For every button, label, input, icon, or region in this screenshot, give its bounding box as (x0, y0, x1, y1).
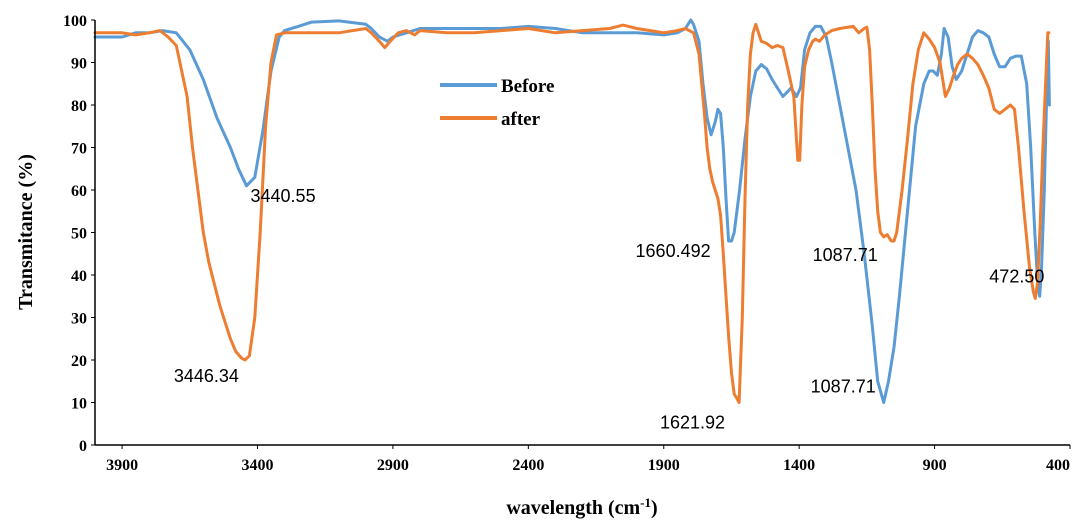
peak-label: 3446.34 (174, 366, 239, 386)
x-axis-title-main: wavelength (cm (506, 497, 640, 519)
x-axis-title-superscript: -1 (640, 495, 651, 510)
x-tick-label: 2400 (512, 457, 544, 474)
peak-label: 3440.55 (251, 186, 316, 206)
y-tick-label: 90 (71, 56, 87, 73)
y-tick-label: 40 (71, 268, 87, 285)
y-tick-label: 30 (71, 311, 87, 328)
peak-label: 1660.492 (636, 241, 711, 261)
y-tick-label: 70 (71, 141, 87, 158)
peak-label: 1621.92 (660, 413, 725, 433)
peak-label: 1087.71 (813, 245, 878, 265)
series-layer (93, 18, 1051, 404)
x-tick-label: 1900 (648, 457, 680, 474)
x-axis-title-tail: ) (651, 497, 658, 519)
y-axis-title: Transmitance (%) (15, 154, 37, 310)
y-tick-label: 0 (79, 438, 87, 455)
peak-label: 1087.71 (811, 377, 876, 397)
x-tick-label: 1400 (783, 457, 815, 474)
legend: Before after (440, 76, 554, 130)
x-axis-ticks: 3900 3400 2900 2400 1900 1400 900 400 (106, 445, 1071, 474)
series-line-before (93, 18, 1051, 404)
x-tick-label: 2900 (377, 457, 409, 474)
x-axis-title: wavelength (cm-1) (506, 495, 657, 519)
y-axis-ticks: 0 10 20 30 40 50 60 70 80 90 100 (63, 13, 95, 455)
series-line-after (93, 22, 1051, 404)
legend-label-before: Before (501, 76, 554, 97)
y-tick-label: 50 (71, 226, 87, 243)
y-tick-label: 20 (71, 353, 87, 370)
peak-label: 472.50 (989, 266, 1044, 286)
x-tick-label: 900 (923, 457, 947, 474)
peak-annotations: 3440.55 3446.34 1660.492 1621.92 1087.71 1087… (174, 186, 1044, 433)
x-tick-label: 3400 (242, 457, 274, 474)
legend-label-after: after (501, 109, 541, 130)
y-tick-label: 60 (71, 183, 87, 200)
y-tick-label: 100 (63, 13, 87, 30)
x-tick-label: 400 (1046, 457, 1070, 474)
x-tick-label: 3900 (106, 457, 138, 474)
y-tick-label: 80 (71, 98, 87, 115)
y-tick-label: 10 (71, 396, 87, 413)
